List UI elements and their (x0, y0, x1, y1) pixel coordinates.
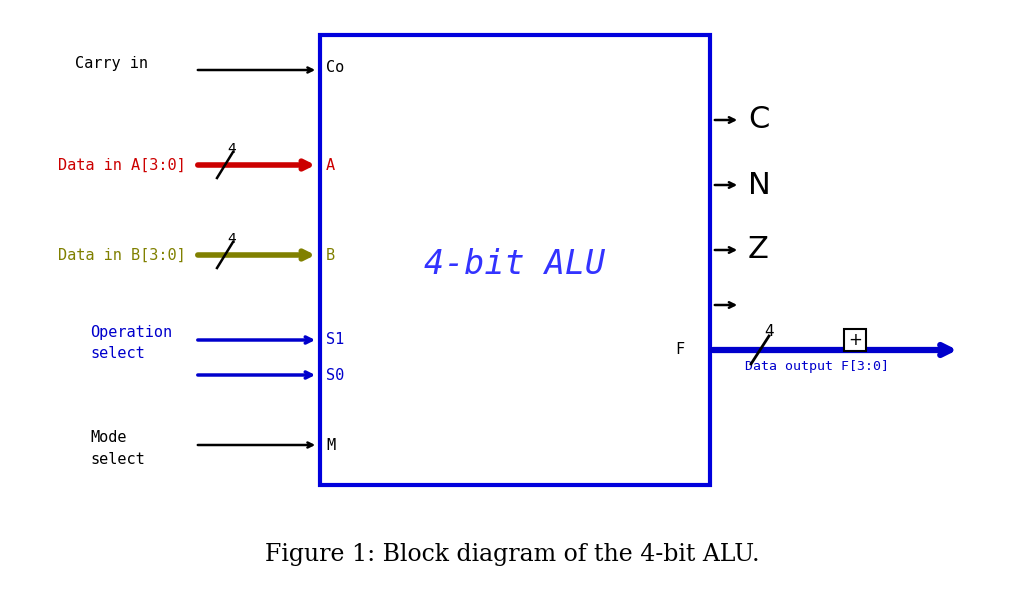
Text: F: F (675, 342, 684, 357)
Text: 4: 4 (227, 142, 236, 156)
Text: select: select (90, 346, 144, 362)
Text: 4: 4 (764, 325, 773, 340)
Bar (844, 329, 866, 351)
Text: 4-bit ALU: 4-bit ALU (424, 248, 605, 281)
Text: A: A (326, 157, 335, 173)
Text: Data in B[3:0]: Data in B[3:0] (58, 248, 185, 262)
Text: C: C (748, 106, 769, 134)
Text: S1: S1 (326, 332, 344, 348)
Text: Carry in: Carry in (75, 56, 148, 71)
Text: Co: Co (326, 60, 344, 76)
Text: select: select (90, 451, 144, 467)
Text: S0: S0 (326, 367, 344, 382)
Text: Operation: Operation (90, 325, 172, 340)
Text: Data output F[3:0]: Data output F[3:0] (745, 360, 889, 373)
Text: Mode: Mode (90, 429, 127, 445)
Text: M: M (326, 437, 335, 453)
Text: Z: Z (748, 235, 769, 265)
Text: B: B (326, 248, 335, 262)
Text: Data in A[3:0]: Data in A[3:0] (58, 157, 185, 173)
Text: N: N (748, 171, 771, 199)
Text: Figure 1: Block diagram of the 4-bit ALU.: Figure 1: Block diagram of the 4-bit ALU… (264, 544, 760, 567)
Bar (319, 35, 710, 485)
Text: 4: 4 (227, 232, 236, 246)
Text: +: + (848, 331, 862, 349)
